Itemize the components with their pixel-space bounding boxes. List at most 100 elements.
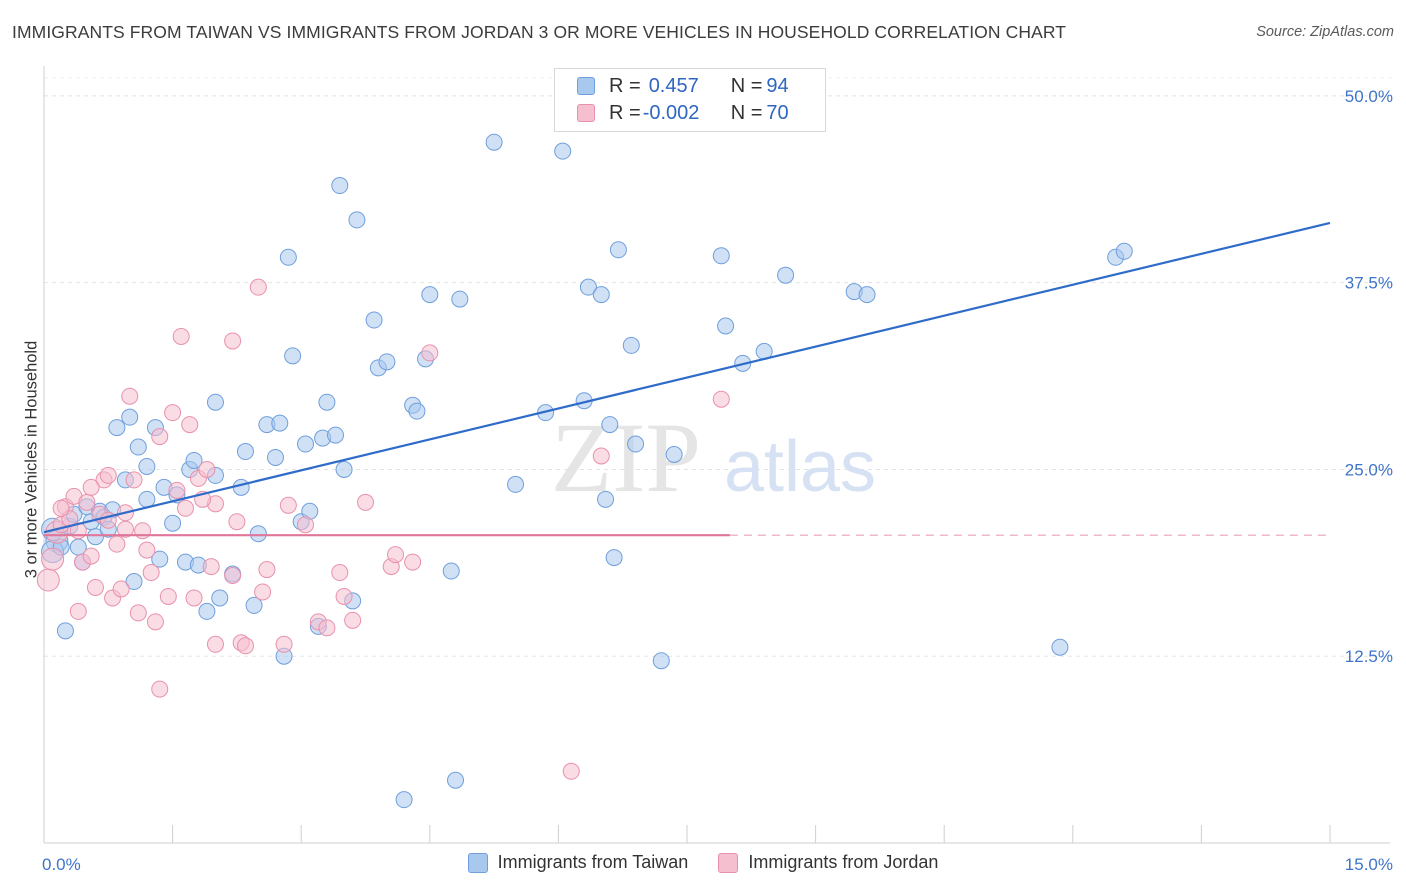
jordan-point — [185, 589, 203, 607]
legend-item-taiwan[interactable]: Immigrants from Taiwan — [467, 852, 689, 873]
taiwan-point — [447, 771, 465, 789]
taiwan-point — [652, 652, 670, 670]
stats-n-value: 94 — [766, 74, 789, 97]
y-tick-label: 25.0% — [1345, 460, 1393, 479]
jordan-point — [279, 496, 297, 514]
jordan-point — [344, 611, 362, 629]
data-points — [36, 133, 1133, 809]
watermark-atlas: atlas — [724, 427, 876, 507]
jordan-point — [86, 578, 104, 596]
jordan-point — [275, 635, 293, 653]
jordan-point — [159, 587, 177, 605]
jordan-point — [172, 327, 190, 345]
taiwan-point — [198, 602, 216, 620]
jordan-point — [331, 564, 349, 582]
taiwan-point — [717, 317, 735, 335]
jordan-point — [254, 583, 272, 601]
watermark: ZIP atlas — [551, 402, 876, 513]
x-tick-label: 0.0% — [42, 855, 81, 874]
taiwan-point — [185, 451, 203, 469]
stats-r-label: R = — [609, 101, 641, 124]
jordan-point — [151, 680, 169, 698]
taiwan-point — [858, 286, 876, 304]
taiwan-point — [627, 435, 645, 453]
jordan-point — [134, 522, 152, 540]
jordan-point — [224, 567, 242, 585]
jordan-point — [129, 604, 147, 622]
taiwan-point — [592, 286, 610, 304]
taiwan-point — [609, 241, 627, 259]
taiwan-point — [1051, 638, 1069, 656]
taiwan-point — [271, 414, 289, 432]
stats-swatch-taiwan — [577, 77, 595, 95]
taiwan-point — [712, 247, 730, 265]
jordan-point — [404, 553, 422, 571]
taiwan-point — [266, 448, 284, 466]
stats-row-taiwan: R = 0.457 N = 94 — [577, 73, 789, 99]
taiwan-point — [121, 408, 139, 426]
stats-r-value: -0.002 — [642, 101, 700, 124]
jordan-point — [181, 416, 199, 434]
taiwan-point — [507, 475, 525, 493]
jordan-point — [138, 541, 156, 559]
taiwan-point — [395, 791, 413, 809]
taiwan-point — [56, 622, 74, 640]
stats-box: R = 0.457 N = 94 R = -0.002 N = 70 — [554, 68, 826, 132]
jordan-point — [125, 471, 143, 489]
taiwan-point — [1115, 242, 1133, 260]
source-credit: Source: ZipAtlas.com — [1256, 24, 1394, 40]
taiwan-point — [279, 248, 297, 266]
taiwan-point — [108, 419, 126, 437]
taiwan-point — [129, 438, 147, 456]
taiwan-point — [138, 490, 156, 508]
jordan-point — [228, 513, 246, 531]
taiwan-point — [601, 416, 619, 434]
taiwan-point — [777, 266, 795, 284]
gridlines — [44, 77, 1392, 657]
stats-n-label: N = — [730, 101, 763, 124]
jordan-point — [421, 344, 439, 362]
stats-r-value: 0.457 — [648, 74, 699, 97]
jordan-point — [387, 546, 405, 564]
jordan-point — [112, 580, 130, 598]
taiwan-point — [622, 336, 640, 354]
taiwan-point — [249, 525, 267, 543]
taiwan-point — [485, 133, 503, 151]
taiwan-point — [284, 347, 302, 365]
taiwan-point — [378, 353, 396, 371]
y-tick-label: 12.5% — [1345, 647, 1393, 666]
taiwan-point — [335, 460, 353, 478]
taiwan-point — [348, 211, 366, 229]
taiwan-point — [408, 402, 426, 420]
jordan-point — [142, 564, 160, 582]
legend-label-jordan: Immigrants from Jordan — [748, 852, 939, 872]
taiwan-point — [211, 589, 229, 607]
taiwan-trend-line — [43, 221, 1331, 534]
jordan-point — [121, 387, 139, 405]
taiwan-point — [296, 435, 314, 453]
taiwan-point — [579, 278, 597, 296]
legend-item-jordan[interactable]: Immigrants from Jordan — [718, 852, 938, 873]
jordan-point — [41, 547, 65, 571]
axes — [43, 66, 1390, 844]
jordan-point — [78, 493, 96, 511]
taiwan-point — [206, 393, 224, 411]
taiwan-point — [86, 528, 104, 546]
jordan-point — [318, 619, 336, 637]
taiwan-point — [331, 177, 349, 195]
stats-swatch-jordan — [577, 104, 595, 122]
jordan-point — [146, 613, 164, 631]
taiwan-point — [151, 550, 169, 568]
jordan-point — [206, 635, 224, 653]
taiwan-point — [442, 562, 460, 580]
taiwan-point — [138, 457, 156, 475]
jordan-point — [116, 520, 134, 538]
taiwan-point — [605, 549, 623, 567]
jordan-point — [168, 481, 186, 499]
jordan-point — [236, 637, 254, 655]
legend-swatch-taiwan — [467, 852, 488, 873]
jordan-point — [36, 568, 60, 592]
taiwan-point — [597, 490, 615, 508]
legend-label-taiwan: Immigrants from Taiwan — [497, 852, 689, 872]
